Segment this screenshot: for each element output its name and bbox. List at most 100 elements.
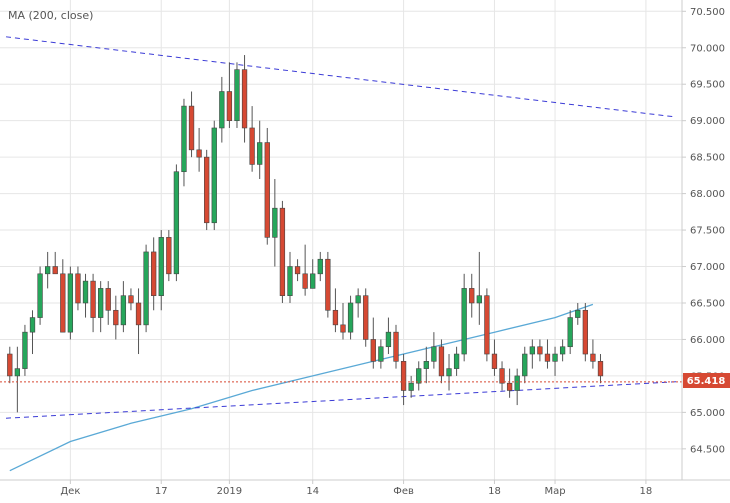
candle-down bbox=[590, 339, 596, 369]
candle-down bbox=[491, 339, 498, 376]
moving-average-layer bbox=[9, 303, 594, 472]
candle-down bbox=[499, 361, 505, 391]
candle-down bbox=[264, 127, 270, 245]
candle-body bbox=[476, 295, 482, 304]
candle-body bbox=[310, 273, 316, 289]
candle-body bbox=[287, 266, 293, 296]
candle-up bbox=[173, 164, 180, 282]
candle-down bbox=[438, 339, 445, 384]
candle-body bbox=[128, 295, 134, 304]
grid-lines bbox=[0, 0, 682, 480]
candle-down bbox=[249, 106, 255, 172]
candle-up bbox=[476, 251, 482, 325]
candle-body bbox=[544, 353, 551, 362]
candle-up bbox=[514, 368, 520, 406]
candle-down bbox=[582, 302, 588, 362]
candle-body bbox=[272, 207, 278, 238]
candle-body bbox=[597, 361, 604, 377]
x-tick-label: Мар bbox=[544, 486, 565, 497]
candle-body bbox=[75, 273, 81, 304]
candle-body bbox=[514, 375, 520, 391]
candle-up bbox=[45, 251, 51, 289]
candle-body bbox=[22, 331, 28, 369]
candle-down bbox=[241, 55, 248, 143]
candle-up bbox=[317, 251, 323, 282]
trendline-layer bbox=[5, 36, 677, 419]
indicator-legend: MA (200, close) bbox=[8, 9, 93, 22]
candle-body bbox=[552, 353, 558, 362]
candle-body bbox=[416, 368, 422, 384]
candle-up bbox=[272, 179, 278, 267]
candle-down bbox=[506, 368, 513, 398]
support-trendline bbox=[5, 381, 677, 419]
last-price-tag bbox=[683, 373, 730, 388]
candle-body bbox=[491, 353, 498, 369]
y-tick-label: 70.500 bbox=[690, 7, 725, 18]
candle-down bbox=[469, 273, 475, 318]
candle-body bbox=[400, 361, 407, 391]
candle-body bbox=[67, 273, 74, 333]
candle-up bbox=[522, 346, 528, 384]
candle-down bbox=[196, 127, 202, 172]
candle-body bbox=[226, 91, 233, 121]
candle-body bbox=[522, 353, 528, 377]
candle-down bbox=[166, 230, 172, 282]
candle-body bbox=[257, 142, 263, 165]
y-tick-label: 68.500 bbox=[690, 153, 725, 164]
x-tick-label: Фев bbox=[393, 486, 414, 497]
candle-down bbox=[400, 354, 407, 406]
candle-body bbox=[120, 295, 127, 326]
candle-down bbox=[135, 288, 142, 355]
candle-down bbox=[393, 324, 399, 369]
candle-down bbox=[128, 288, 134, 311]
candle-up bbox=[378, 339, 384, 369]
x-tick-label: Дек bbox=[60, 486, 80, 497]
candle-body bbox=[302, 273, 308, 289]
candle-body bbox=[294, 266, 301, 275]
candle-body bbox=[423, 361, 429, 369]
y-tick-label: 69.000 bbox=[690, 116, 725, 127]
candle-up bbox=[567, 310, 573, 355]
candle-body bbox=[347, 302, 354, 333]
last-price-label: 65.418 bbox=[687, 376, 726, 387]
candle-down bbox=[7, 346, 13, 384]
candle-down bbox=[60, 259, 66, 333]
candle-body bbox=[484, 295, 490, 355]
candle-body bbox=[113, 309, 119, 326]
candle-body bbox=[204, 156, 210, 224]
candle-body bbox=[332, 309, 339, 326]
candle-down bbox=[302, 244, 308, 296]
candle-body bbox=[559, 346, 566, 355]
candle-body bbox=[567, 317, 573, 348]
candle-down bbox=[90, 273, 96, 333]
candle-up bbox=[234, 62, 240, 128]
candle-up bbox=[575, 302, 581, 325]
candle-down bbox=[325, 251, 331, 318]
candle-body bbox=[363, 295, 369, 340]
candle-body bbox=[219, 91, 225, 129]
candle-body bbox=[158, 237, 164, 296]
candle-up bbox=[416, 361, 422, 391]
candle-body bbox=[7, 353, 13, 377]
candle-body bbox=[469, 288, 475, 304]
x-tick-label: 18 bbox=[640, 486, 653, 497]
candle-body bbox=[453, 353, 460, 369]
candle-body bbox=[355, 295, 361, 304]
candle-down bbox=[597, 354, 604, 384]
y-tick-label: 66.000 bbox=[690, 335, 725, 346]
candle-body bbox=[317, 258, 323, 275]
candle-down bbox=[52, 251, 58, 275]
candle-down bbox=[537, 339, 543, 362]
candle-body bbox=[461, 288, 467, 355]
x-tick-label: 17 bbox=[155, 486, 168, 497]
candle-up bbox=[355, 288, 361, 318]
ma-200-line bbox=[9, 303, 594, 472]
candle-up bbox=[14, 346, 21, 413]
candle-body bbox=[393, 331, 399, 362]
candle-body bbox=[582, 309, 588, 355]
candle-up bbox=[219, 76, 225, 143]
candle-up bbox=[82, 273, 89, 318]
candle-up bbox=[385, 317, 392, 355]
candle-up bbox=[529, 339, 535, 369]
